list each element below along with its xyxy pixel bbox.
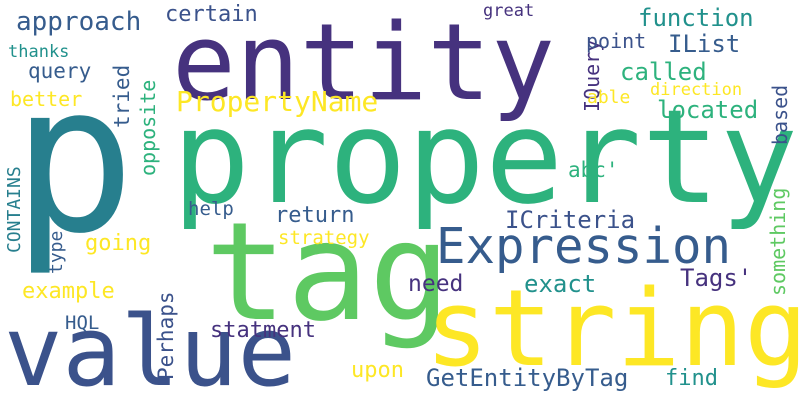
word-certain: certain (165, 2, 258, 27)
word-query: query (28, 59, 92, 83)
word-based: based (768, 84, 792, 145)
word-opposite: opposite (136, 79, 160, 176)
word-great: great (483, 1, 535, 21)
word-called: called (620, 58, 707, 86)
word-abc: abc' (568, 158, 619, 182)
word-able: able (587, 87, 631, 108)
word-statment: statment (210, 318, 316, 343)
word-contains: CONTAINS (4, 166, 25, 253)
word-getentitybytag: GetEntityByTag (426, 364, 629, 392)
word-approach: approach (16, 7, 142, 37)
word-strategy: strategy (278, 227, 370, 249)
word-icriteria: ICriteria (505, 206, 636, 234)
word-propertyname: PropertyName (176, 85, 379, 118)
word-direction: direction (650, 80, 743, 100)
word-better: better (10, 87, 83, 111)
word-upon: upon (351, 358, 404, 383)
word-example: example (22, 279, 115, 304)
word-p: p (12, 41, 136, 279)
word-property: property (172, 81, 799, 233)
word-going: going (85, 231, 152, 256)
word-find: find (665, 366, 718, 391)
word-perhaps: Perhaps (154, 291, 178, 380)
word-string: string (425, 267, 800, 390)
word-ilist: IList (668, 30, 741, 58)
word-return: return (275, 203, 355, 228)
word-tags: Tags' (680, 264, 753, 292)
word-hql: HQL (65, 312, 100, 334)
word-type: type (46, 230, 67, 274)
word-entity: entity (172, 1, 555, 124)
word-something: something (766, 187, 790, 296)
word-function: function (638, 4, 754, 32)
word-tried: tried (110, 64, 134, 128)
word-located: located (657, 96, 759, 124)
word-help: help (188, 198, 234, 220)
word-need: need (408, 271, 464, 297)
word-value: value (4, 295, 296, 400)
word-thanks: thanks (8, 42, 70, 62)
word-expression: Expression (436, 218, 732, 275)
word-exact: exact (524, 270, 597, 298)
word-tag: tag (205, 194, 451, 352)
word-point: point (586, 29, 647, 53)
